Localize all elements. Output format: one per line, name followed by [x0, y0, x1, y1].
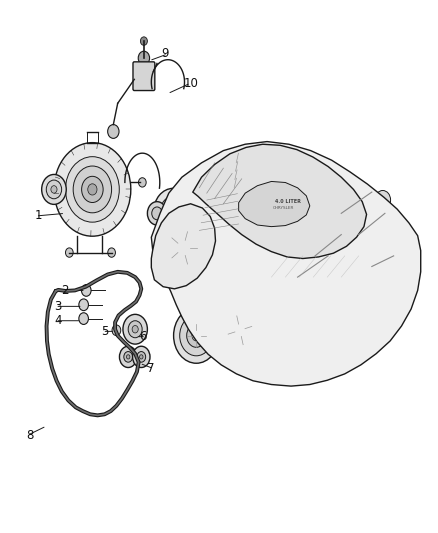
- Circle shape: [79, 299, 88, 311]
- Text: 5: 5: [102, 325, 109, 338]
- Circle shape: [137, 352, 146, 362]
- Text: CHRYSLER: CHRYSLER: [273, 206, 294, 210]
- Circle shape: [214, 298, 266, 362]
- Circle shape: [177, 240, 190, 256]
- Circle shape: [220, 306, 260, 354]
- Circle shape: [235, 282, 245, 295]
- Circle shape: [173, 308, 219, 364]
- Circle shape: [296, 225, 315, 249]
- Text: 2: 2: [61, 284, 68, 297]
- Circle shape: [133, 346, 150, 368]
- Circle shape: [141, 37, 148, 45]
- Text: 1: 1: [35, 209, 42, 222]
- Circle shape: [140, 355, 143, 359]
- Circle shape: [350, 232, 367, 253]
- Circle shape: [132, 326, 138, 333]
- Circle shape: [235, 324, 245, 337]
- Circle shape: [160, 196, 186, 228]
- Circle shape: [192, 330, 201, 341]
- Circle shape: [81, 285, 91, 296]
- Circle shape: [229, 276, 251, 302]
- Circle shape: [46, 180, 62, 199]
- Polygon shape: [193, 144, 367, 259]
- Circle shape: [390, 214, 402, 228]
- Circle shape: [138, 51, 150, 65]
- Circle shape: [187, 324, 206, 348]
- Text: 4: 4: [54, 314, 62, 327]
- Circle shape: [152, 207, 162, 220]
- Circle shape: [228, 316, 252, 345]
- Circle shape: [363, 205, 376, 221]
- Circle shape: [120, 346, 137, 368]
- Circle shape: [138, 177, 146, 187]
- Circle shape: [54, 143, 131, 236]
- Circle shape: [162, 222, 204, 273]
- Circle shape: [169, 231, 197, 265]
- Circle shape: [123, 314, 148, 344]
- Text: 6: 6: [140, 330, 147, 343]
- Polygon shape: [151, 204, 215, 289]
- Circle shape: [166, 204, 180, 220]
- Text: 3: 3: [54, 300, 62, 313]
- Polygon shape: [151, 142, 421, 386]
- Circle shape: [148, 201, 166, 225]
- Circle shape: [108, 248, 116, 257]
- Circle shape: [180, 316, 213, 356]
- Circle shape: [317, 220, 341, 249]
- Circle shape: [88, 184, 97, 195]
- Circle shape: [373, 225, 389, 244]
- Circle shape: [223, 269, 257, 309]
- Circle shape: [156, 215, 210, 281]
- Circle shape: [375, 190, 391, 209]
- Circle shape: [73, 166, 112, 213]
- Circle shape: [66, 248, 73, 257]
- Circle shape: [51, 185, 57, 193]
- Circle shape: [112, 325, 121, 336]
- Text: 10: 10: [184, 77, 199, 90]
- Circle shape: [79, 313, 88, 325]
- Circle shape: [66, 157, 119, 222]
- Circle shape: [153, 188, 193, 236]
- Circle shape: [42, 174, 66, 204]
- Circle shape: [127, 355, 130, 359]
- Circle shape: [81, 176, 103, 203]
- Text: 7: 7: [147, 362, 155, 375]
- Circle shape: [124, 352, 133, 362]
- Text: 8: 8: [26, 429, 33, 442]
- Text: 4.0 LITER: 4.0 LITER: [275, 199, 301, 204]
- FancyBboxPatch shape: [133, 62, 155, 91]
- Text: 9: 9: [161, 47, 169, 60]
- Circle shape: [108, 125, 119, 139]
- Circle shape: [128, 321, 142, 338]
- Polygon shape: [239, 181, 310, 227]
